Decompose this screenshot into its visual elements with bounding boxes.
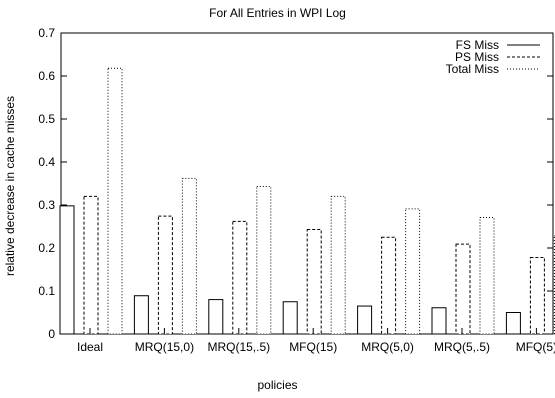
- x-tick-label: MRQ(15,.5): [207, 340, 270, 354]
- bar-fs-miss: [208, 299, 224, 335]
- x-tick-label: Ideal: [77, 340, 103, 354]
- x-tick-label: MFQ(5): [516, 340, 555, 354]
- bar-fs-miss: [357, 305, 373, 335]
- legend-label: FS Miss: [456, 38, 499, 52]
- y-tick-label: 0.6: [38, 69, 55, 83]
- bar-total-miss: [405, 208, 421, 335]
- bar-ps-miss: [83, 195, 99, 335]
- x-axis-label: policies: [257, 378, 298, 392]
- bar-fs-miss: [431, 307, 447, 335]
- x-tick-label: MRQ(5,.5): [434, 340, 490, 354]
- y-tick-label: 0.4: [38, 155, 55, 169]
- x-tick-label: MRQ(15,0): [135, 340, 194, 354]
- x-tick-label: MRQ(5,0): [361, 340, 414, 354]
- bar-ps-miss: [157, 215, 173, 335]
- bar-total-miss: [181, 177, 197, 335]
- y-tick-label: 0.3: [38, 198, 55, 212]
- bar-total-miss: [330, 195, 346, 335]
- bar-fs-miss: [282, 301, 298, 335]
- legend-label: PS Miss: [455, 50, 499, 64]
- y-tick-label: 0.1: [38, 284, 55, 298]
- bar-ps-miss: [381, 236, 397, 335]
- legend-label: Total Miss: [446, 62, 499, 76]
- bar-total-miss: [256, 186, 272, 335]
- y-tick-label: 0.5: [38, 112, 55, 126]
- x-tick-label: MFQ(15): [289, 340, 337, 354]
- bar-ps-miss: [232, 220, 248, 335]
- bar-fs-miss: [133, 295, 149, 335]
- bar-ps-miss: [306, 229, 322, 335]
- y-tick-label: 0: [48, 327, 55, 341]
- bar-total-miss: [479, 216, 495, 335]
- bar-ps-miss: [455, 243, 471, 335]
- bar-ps-miss: [529, 256, 545, 335]
- chart-title: For All Entries in WPI Log: [209, 6, 346, 20]
- bar-fs-miss: [505, 312, 521, 335]
- bar-total-miss: [107, 67, 123, 335]
- bar-fs-miss: [59, 205, 75, 335]
- y-tick-label: 0.2: [38, 241, 55, 255]
- y-tick-label: 0.7: [38, 26, 55, 40]
